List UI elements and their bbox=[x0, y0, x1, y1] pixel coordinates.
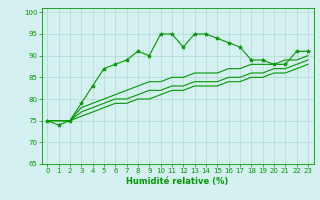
X-axis label: Humidité relative (%): Humidité relative (%) bbox=[126, 177, 229, 186]
